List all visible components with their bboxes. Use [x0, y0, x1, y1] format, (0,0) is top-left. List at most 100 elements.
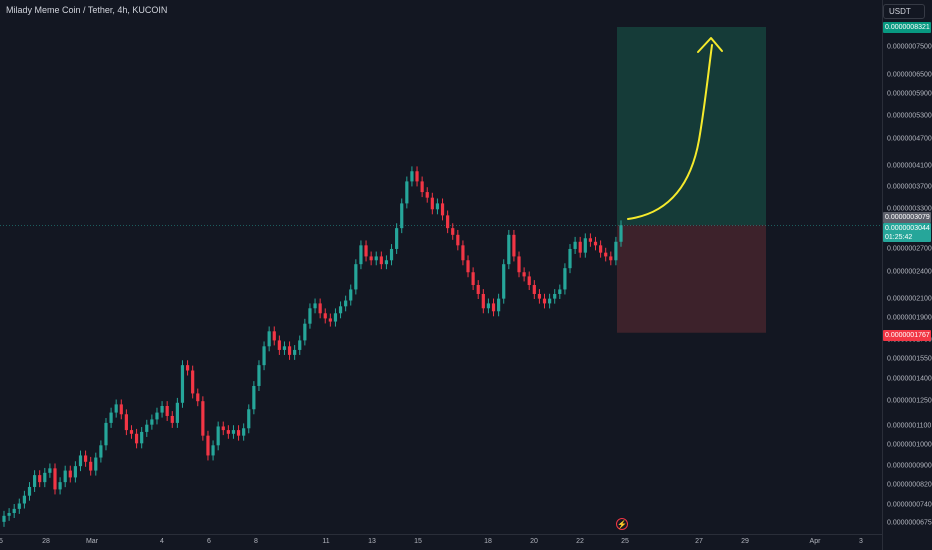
date-tick-label: 29 — [741, 538, 749, 545]
date-tick-label: 15 — [414, 538, 422, 545]
candle-body — [338, 306, 343, 314]
candle-body — [226, 430, 230, 434]
candle-body — [78, 455, 83, 467]
candle-body — [201, 401, 205, 436]
date-tick-label: 4 — [160, 538, 164, 545]
chart-title: Milady Meme Coin / Tether, 4h, KUCOIN — [6, 5, 168, 15]
candle-body — [609, 256, 613, 261]
candle-body — [364, 245, 368, 257]
candle-body — [185, 365, 190, 371]
candle-body — [63, 470, 67, 483]
candle-body — [267, 331, 271, 347]
date-tick-label: 22 — [576, 538, 584, 545]
candle-body — [333, 313, 338, 322]
candle-body — [247, 409, 251, 429]
candle-body — [242, 428, 246, 436]
candle-body — [599, 245, 603, 253]
candle-body — [507, 234, 511, 265]
candle-body — [553, 293, 557, 299]
candle-body — [502, 264, 506, 299]
candle-body — [303, 323, 307, 341]
candle-body — [191, 370, 195, 394]
current-price-badge: 0.0000003044 01:25:42 — [883, 223, 931, 242]
candle-body — [619, 225, 623, 242]
candle-body — [318, 303, 322, 314]
candle-body — [114, 404, 118, 413]
candle-body — [160, 405, 164, 413]
candle-body — [2, 515, 6, 522]
candle-body — [476, 285, 480, 294]
candle-body — [481, 293, 485, 309]
target-zone[interactable] — [617, 27, 766, 226]
candle-body — [614, 241, 618, 261]
candle-body — [53, 468, 57, 490]
price-tick-label: 0.0000006500 — [887, 71, 932, 79]
candle-body — [32, 475, 37, 487]
stop-zone[interactable] — [617, 225, 766, 333]
date-tick-label: 27 — [695, 538, 703, 545]
candle-body — [512, 234, 516, 257]
candle-body — [119, 404, 123, 415]
candle-body — [517, 256, 521, 273]
candle-body — [272, 331, 276, 341]
date-tick-label: 5 — [0, 538, 3, 545]
candle-body — [323, 313, 327, 319]
current-price-value: 0.0000003044 — [885, 225, 930, 232]
price-tick-label: 0.0000005300 — [887, 112, 932, 120]
date-tick-label: 8 — [254, 538, 258, 545]
candle-body — [298, 340, 302, 350]
candle-body — [349, 289, 353, 301]
candle-body — [527, 276, 531, 285]
candle-body — [150, 419, 154, 425]
candle-body — [425, 192, 429, 198]
currency-button[interactable]: USDT — [883, 4, 925, 19]
arrow-annotation[interactable] — [627, 44, 713, 220]
candle-body — [236, 430, 241, 436]
arrow-head — [697, 37, 723, 53]
candle-body — [287, 346, 292, 355]
candle-body — [435, 203, 440, 210]
price-tick-label: 0.0000007500 — [887, 43, 932, 51]
candle-body — [588, 238, 593, 242]
flash-icon[interactable]: ⚡ — [616, 518, 628, 530]
date-tick-label: 11 — [322, 538, 330, 545]
candle-body — [104, 422, 108, 446]
candle-body — [451, 228, 455, 235]
price-tick-label: 0.0000004100 — [887, 162, 932, 170]
target-price-badge: 0.0000008321 — [883, 22, 931, 33]
date-tick-label: 18 — [484, 538, 492, 545]
candle-body — [563, 268, 567, 290]
candle-body — [277, 340, 281, 350]
candle-body — [109, 412, 113, 423]
price-axis-divider — [882, 0, 883, 550]
candle-body — [558, 289, 562, 294]
candle-body — [532, 285, 536, 294]
stop-price-badge: 0.0000001767 — [883, 330, 931, 341]
date-tick-label: 3 — [859, 538, 863, 545]
time-axis-divider — [0, 534, 883, 535]
price-tick-label: 0.0000003700 — [887, 183, 932, 191]
candle-body — [491, 303, 496, 312]
candle-body — [486, 303, 491, 309]
price-tick-label: 0.0000000675 — [887, 519, 932, 527]
date-tick-label: Mar — [85, 538, 99, 545]
candle-body — [38, 475, 42, 483]
candle-body — [206, 435, 210, 456]
candle-body — [58, 482, 62, 490]
candle-body — [573, 241, 577, 249]
candle-body — [145, 424, 149, 432]
candle-body — [216, 426, 220, 446]
candle-body — [328, 318, 332, 322]
candle-body — [593, 241, 598, 246]
candle-body — [537, 293, 542, 299]
candle-body — [155, 412, 159, 420]
bar-countdown: 01:25:42 — [885, 234, 913, 241]
candle-body — [400, 203, 404, 229]
candle-body — [446, 215, 450, 229]
candle-body — [604, 252, 608, 257]
candle-body — [27, 486, 32, 496]
price-tick-label: 0.0000002700 — [887, 245, 932, 253]
price-tick-label: 0.0000002100 — [887, 295, 932, 303]
candle-body — [94, 457, 98, 471]
